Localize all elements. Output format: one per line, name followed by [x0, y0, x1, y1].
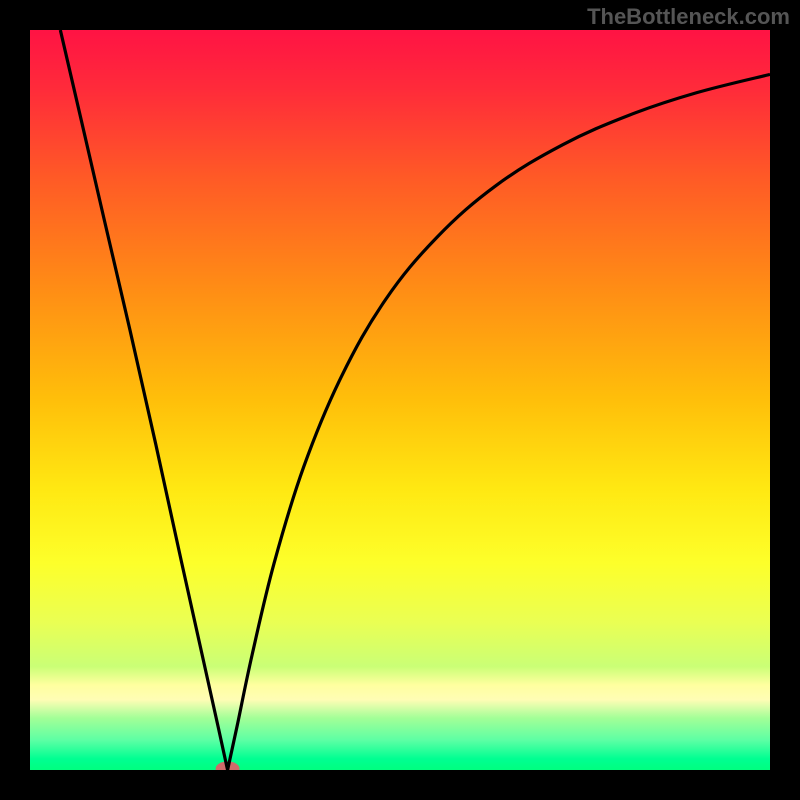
chart-container: TheBottleneck.com — [0, 0, 800, 800]
watermark-text: TheBottleneck.com — [587, 4, 790, 30]
gradient-background — [30, 30, 770, 770]
chart-svg — [0, 0, 800, 800]
